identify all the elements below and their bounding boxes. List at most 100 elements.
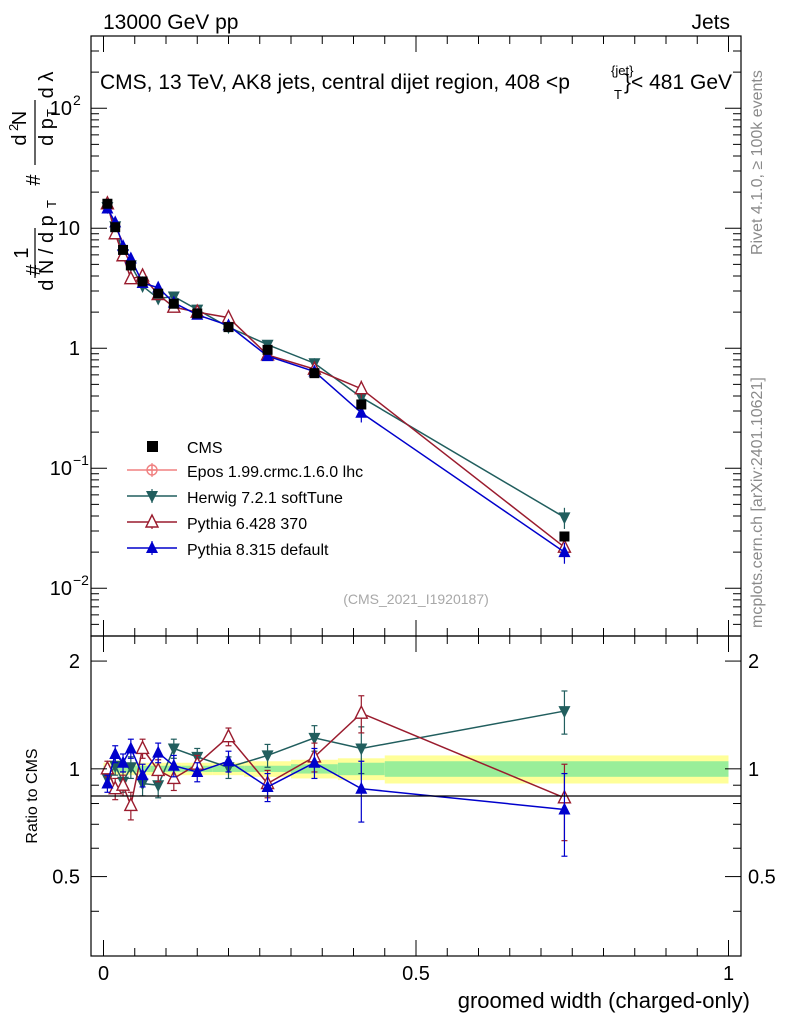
- legend-label-pythia6: Pythia 6.428 370: [187, 516, 307, 533]
- main-ytick-base: 10: [50, 98, 72, 120]
- ratio-point: [124, 741, 137, 754]
- cms-data-point: [262, 344, 273, 355]
- legend-marker-1: [146, 491, 158, 503]
- x-axis-label: groomed width (charged-only): [458, 988, 750, 1013]
- ratio-point: [109, 747, 122, 760]
- plot-title: CMS, 13 TeV, AK8 jets, central dijet reg…: [100, 63, 732, 102]
- main-ytick-base: 10: [58, 218, 80, 240]
- main-point: [558, 512, 571, 525]
- cms-data-point: [110, 222, 121, 233]
- svg-text:#: #: [23, 174, 45, 186]
- main-plot-curves: [100, 195, 572, 564]
- legend-label-pythia8: Pythia 8.315 default: [187, 542, 329, 559]
- plot-title-subscript: T: [614, 87, 622, 102]
- ratio-point: [354, 704, 369, 719]
- ratio-ytick-label-right: 2: [748, 651, 759, 673]
- legend-label-cms: CMS: [187, 440, 223, 457]
- side-text-mcplots: mcplots.cern.ch [arXiv:2401.10621]: [749, 377, 766, 628]
- ratio-point: [152, 745, 165, 758]
- legend-label-epos: Epos 1.99.crmc.1.6.0 lhc: [187, 464, 363, 481]
- main-point: [123, 270, 138, 285]
- svg-text:2: 2: [6, 124, 21, 131]
- svg-text:d p: d p: [36, 118, 58, 146]
- ratio-point: [308, 755, 321, 768]
- ratio-point: [124, 762, 137, 775]
- main-ytick-exponent: −1: [73, 452, 89, 468]
- ratio-ytick-label-left: 1: [69, 759, 80, 781]
- plot-title-main: CMS, 13 TeV, AK8 jets, central dijet reg…: [100, 71, 570, 94]
- main-ytick-label: 10 −2: [50, 572, 89, 600]
- xtick-label: 1: [723, 963, 734, 985]
- main-ytick-label: 1: [69, 338, 80, 360]
- svg-text:#: #: [23, 264, 45, 276]
- axis-ticks: [91, 35, 741, 957]
- ratio-point: [221, 728, 236, 743]
- cms-data-point: [153, 288, 164, 299]
- main-ytick-base: 10: [50, 578, 72, 600]
- main-ytick-label: 10 2: [50, 92, 81, 120]
- cms-data-point: [559, 531, 570, 542]
- ratio-ytick-label-right: 1: [748, 759, 759, 781]
- ratio-plot-curves: [100, 690, 572, 857]
- xtick-label: 0: [98, 963, 109, 985]
- main-ytick-label: 10: [58, 218, 80, 240]
- main-ytick-base: 1: [69, 338, 80, 360]
- ratio-band-stat: [384, 761, 729, 777]
- ratio-point: [151, 761, 166, 777]
- legend-marker-2: [144, 513, 160, 528]
- main-point: [261, 349, 274, 362]
- ratio-point: [167, 758, 180, 771]
- ratio-point: [355, 781, 368, 794]
- legend-marker-0: [146, 464, 158, 476]
- ratio-y-axis-label: Ratio to CMS: [24, 748, 41, 843]
- cms-data-point: [192, 308, 203, 319]
- ratio-band-stat: [244, 765, 291, 772]
- legend-marker-cms: [147, 441, 158, 452]
- main-ytick-exponent: −2: [73, 572, 89, 588]
- svg-text:1: 1: [11, 247, 33, 258]
- main-point: [355, 405, 368, 418]
- main-y-axis-label: # 1 d N / d p T # d 2 N d p T d λ: [6, 72, 59, 291]
- legend-marker-3: [146, 541, 158, 553]
- analysis-watermark: (CMS_2021_I1920187): [343, 591, 489, 607]
- xtick-label: 0.5: [402, 963, 430, 985]
- cms-data-point: [118, 244, 129, 255]
- legend-label-herwig: Herwig 7.2.1 softTune: [187, 490, 343, 507]
- ratio-point: [136, 768, 149, 781]
- ratio-point: [123, 796, 138, 812]
- cms-data-point: [102, 198, 113, 209]
- main-point: [558, 545, 571, 558]
- cms-data-point: [356, 399, 367, 410]
- main-ytick-label: 10 −1: [50, 452, 89, 480]
- svg-text:d N / d p: d N / d p: [36, 215, 58, 291]
- ratio-point: [261, 779, 274, 792]
- svg-text:d: d: [9, 134, 31, 145]
- ratio-point: [135, 739, 150, 755]
- header-left: 13000 GeV pp: [103, 11, 238, 34]
- svg-text:T: T: [44, 200, 59, 208]
- ratio-ytick-label-right: 0.5: [748, 867, 776, 889]
- ratio-point: [191, 764, 204, 777]
- cms-data-point: [137, 276, 148, 287]
- cms-data-point: [125, 260, 136, 271]
- svg-text:T: T: [44, 109, 59, 117]
- ratio-point: [166, 769, 181, 785]
- cms-data-point: [309, 368, 320, 379]
- ratio-point: [261, 750, 274, 763]
- ratio-point: [308, 732, 321, 745]
- main-ytick-base: 10: [50, 458, 72, 480]
- ratio-point: [117, 755, 130, 768]
- ratio-point: [355, 743, 368, 756]
- ratio-point: [115, 776, 131, 791]
- ratio-point: [152, 780, 165, 793]
- main-point: [354, 380, 369, 395]
- header-right: Jets: [691, 11, 730, 34]
- cms-data-point: [223, 322, 234, 333]
- plot-title-superscript: {jet}: [611, 63, 634, 78]
- main-ytick-exponent: 2: [73, 92, 81, 108]
- ratio-ytick-label-left: 0.5: [52, 867, 80, 889]
- ratio-point: [101, 776, 114, 789]
- svg-text:d λ: d λ: [36, 72, 58, 99]
- side-text-rivet: Rivet 4.1.0, ≥ 100k events: [749, 70, 766, 255]
